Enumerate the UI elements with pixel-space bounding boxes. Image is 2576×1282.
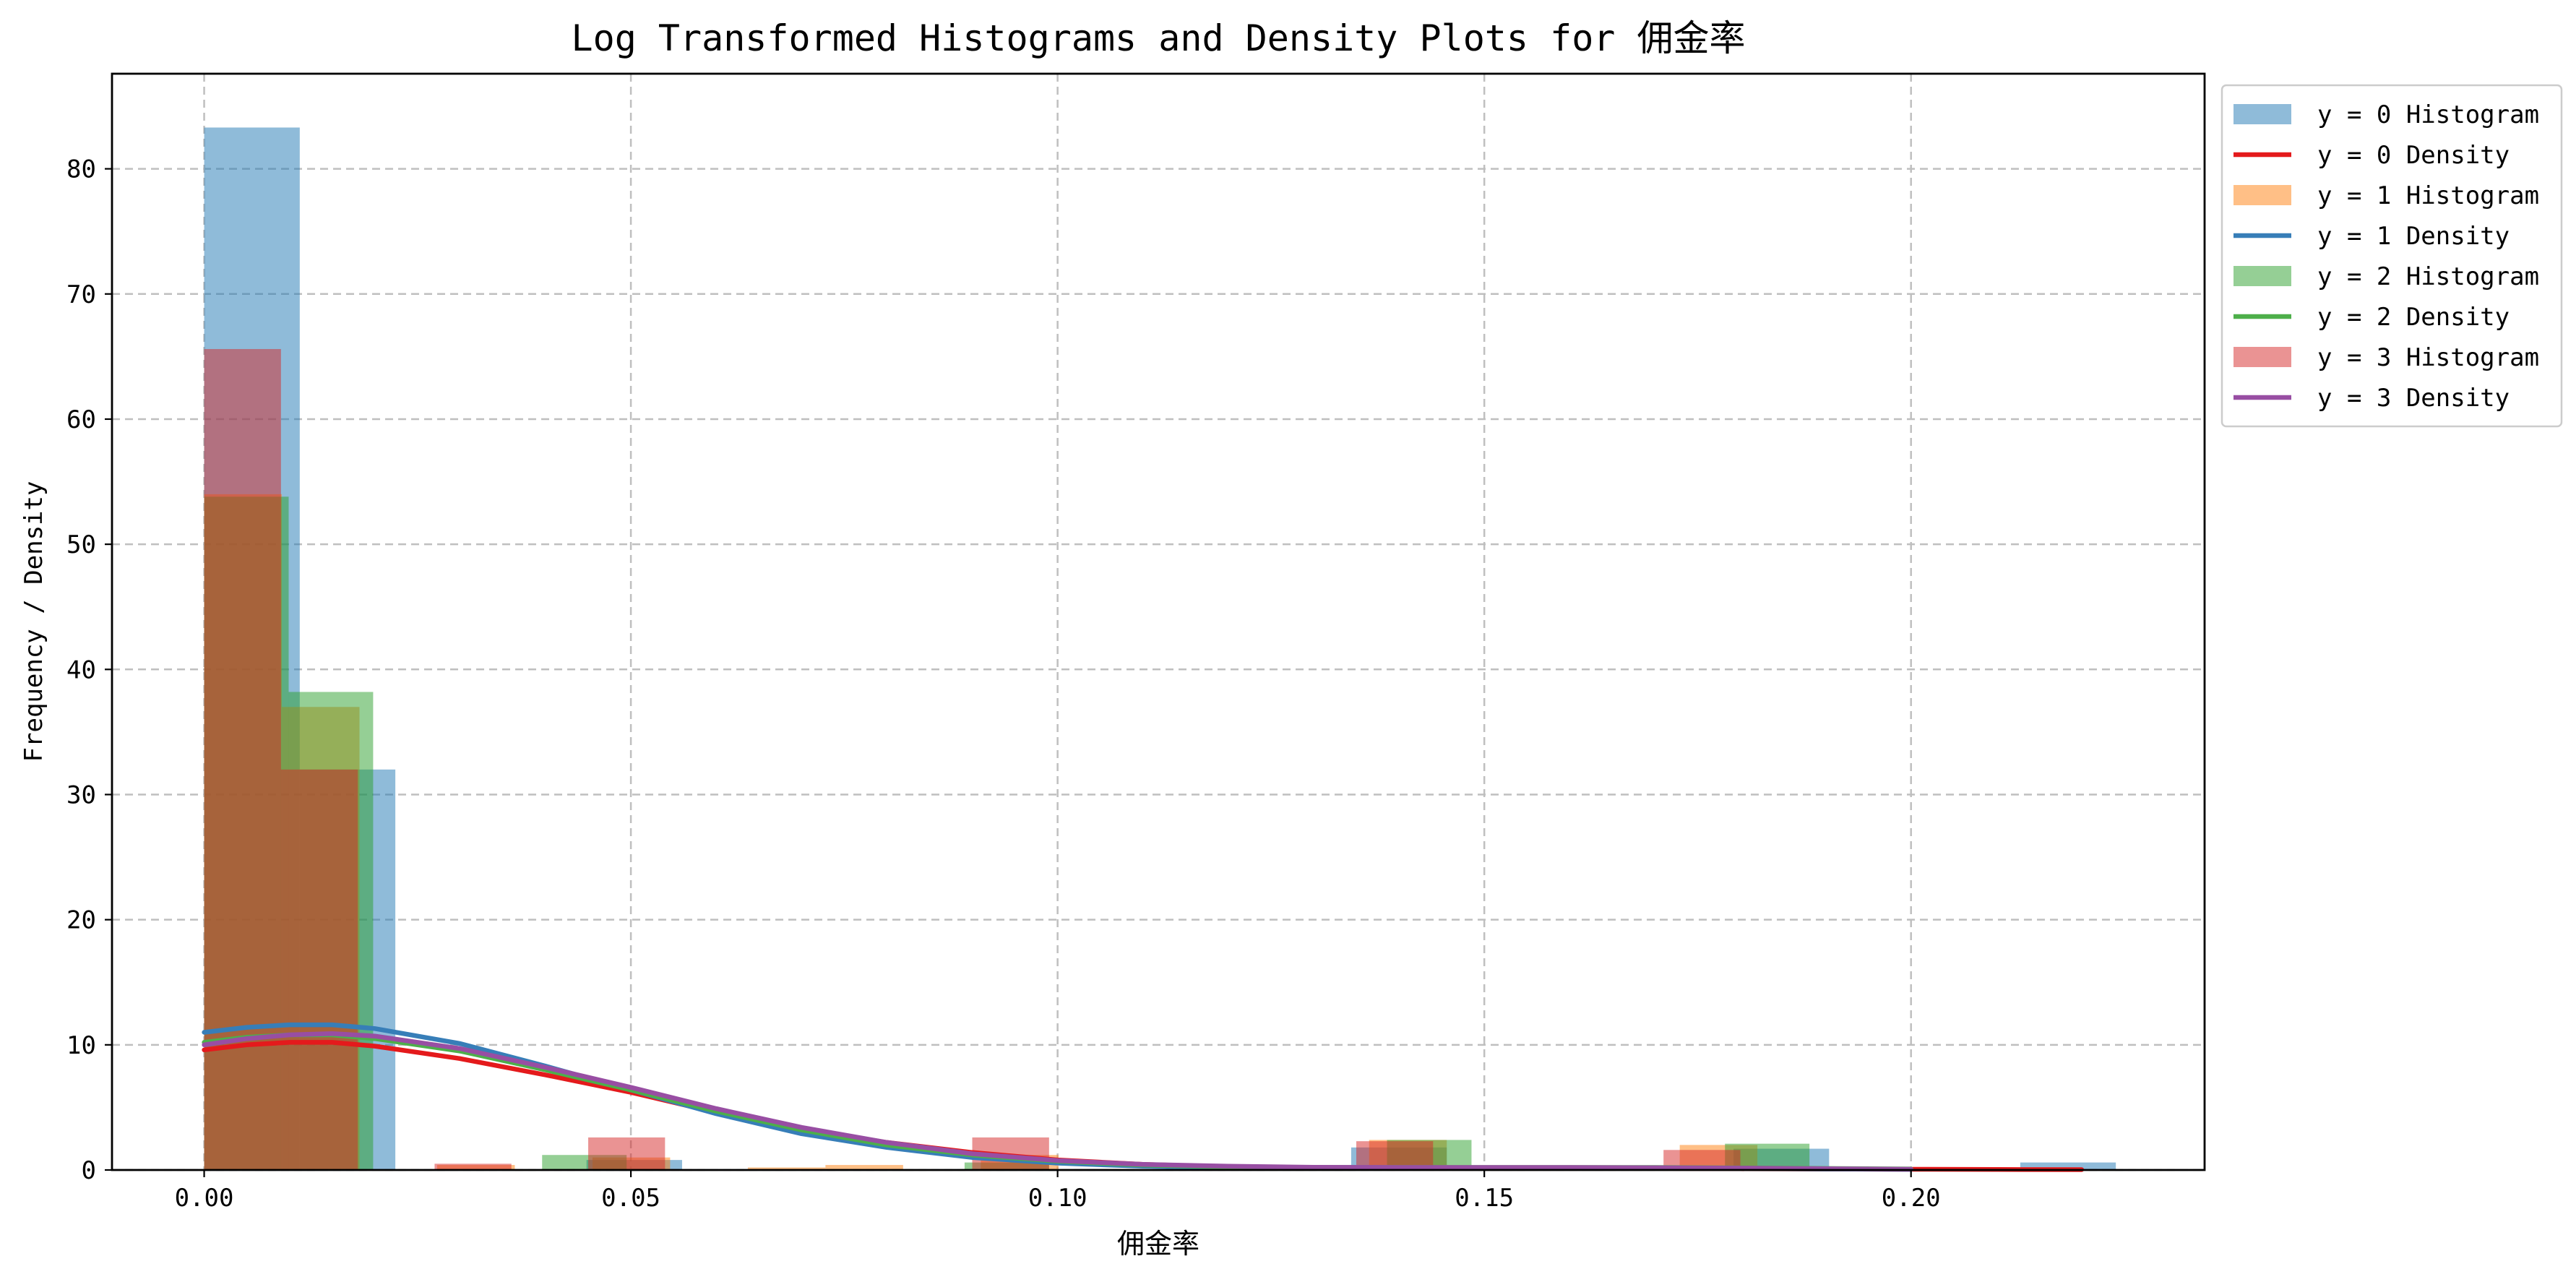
legend-swatch: [2233, 185, 2291, 205]
y-tick-label: 40: [66, 655, 96, 684]
histogram-bar: [825, 1165, 903, 1170]
x-tick-label: 0.15: [1455, 1184, 1514, 1213]
legend-swatch: [2233, 347, 2291, 367]
legend-label: y = 0 Density: [2317, 141, 2510, 170]
legend: y = 0 Histogram y = 0 Density y = 1 Histog…: [2220, 84, 2563, 428]
x-tick-label: 0.05: [601, 1184, 660, 1213]
histogram-bar: [588, 1137, 665, 1170]
x-axis-label: 佣金率: [1117, 1228, 1199, 1260]
legend-label: y = 2 Density: [2317, 303, 2510, 332]
y-tick-label: 10: [66, 1031, 96, 1060]
legend-label: y = 1 Histogram: [2317, 181, 2539, 210]
legend-frame: [2220, 84, 2563, 428]
plot-frame: [111, 72, 2206, 1171]
y-axis-label: Frequency / Density: [20, 481, 48, 762]
legend-label: y = 2 Histogram: [2317, 262, 2539, 291]
x-tick-label: 0.00: [175, 1184, 234, 1213]
y-tick-label: 50: [66, 530, 96, 559]
y-tick-label: 30: [66, 780, 96, 809]
legend-label: y = 3 Density: [2317, 384, 2510, 413]
histogram-bar: [434, 1163, 512, 1170]
histogram-bar: [2020, 1162, 2116, 1170]
x-tick-label: 0.10: [1028, 1184, 1087, 1213]
chart-title: Log Transformed Histograms and Density P…: [571, 17, 1745, 59]
y-tick-label: 70: [66, 280, 96, 309]
legend-label: y = 1 Density: [2317, 222, 2510, 251]
legend-swatch: [2233, 104, 2291, 124]
y-tick-label: 80: [66, 155, 96, 184]
legend-label: y = 3 Histogram: [2317, 343, 2539, 372]
histogram-bar: [747, 1167, 826, 1170]
y-tick-label: 20: [66, 906, 96, 935]
histogram-bar: [280, 769, 358, 1170]
x-tick-label: 0.20: [1882, 1184, 1941, 1213]
legend-swatch: [2233, 266, 2291, 286]
y-tick-label: 0: [82, 1156, 96, 1185]
density-line: [202, 1031, 1913, 1172]
y-tick-label: 60: [66, 405, 96, 434]
legend-label: y = 0 Histogram: [2317, 100, 2539, 129]
